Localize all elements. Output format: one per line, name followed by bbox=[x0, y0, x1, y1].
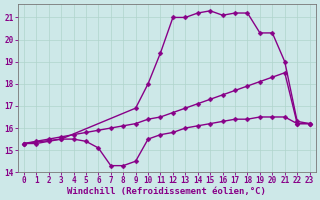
X-axis label: Windchill (Refroidissement éolien,°C): Windchill (Refroidissement éolien,°C) bbox=[67, 187, 266, 196]
